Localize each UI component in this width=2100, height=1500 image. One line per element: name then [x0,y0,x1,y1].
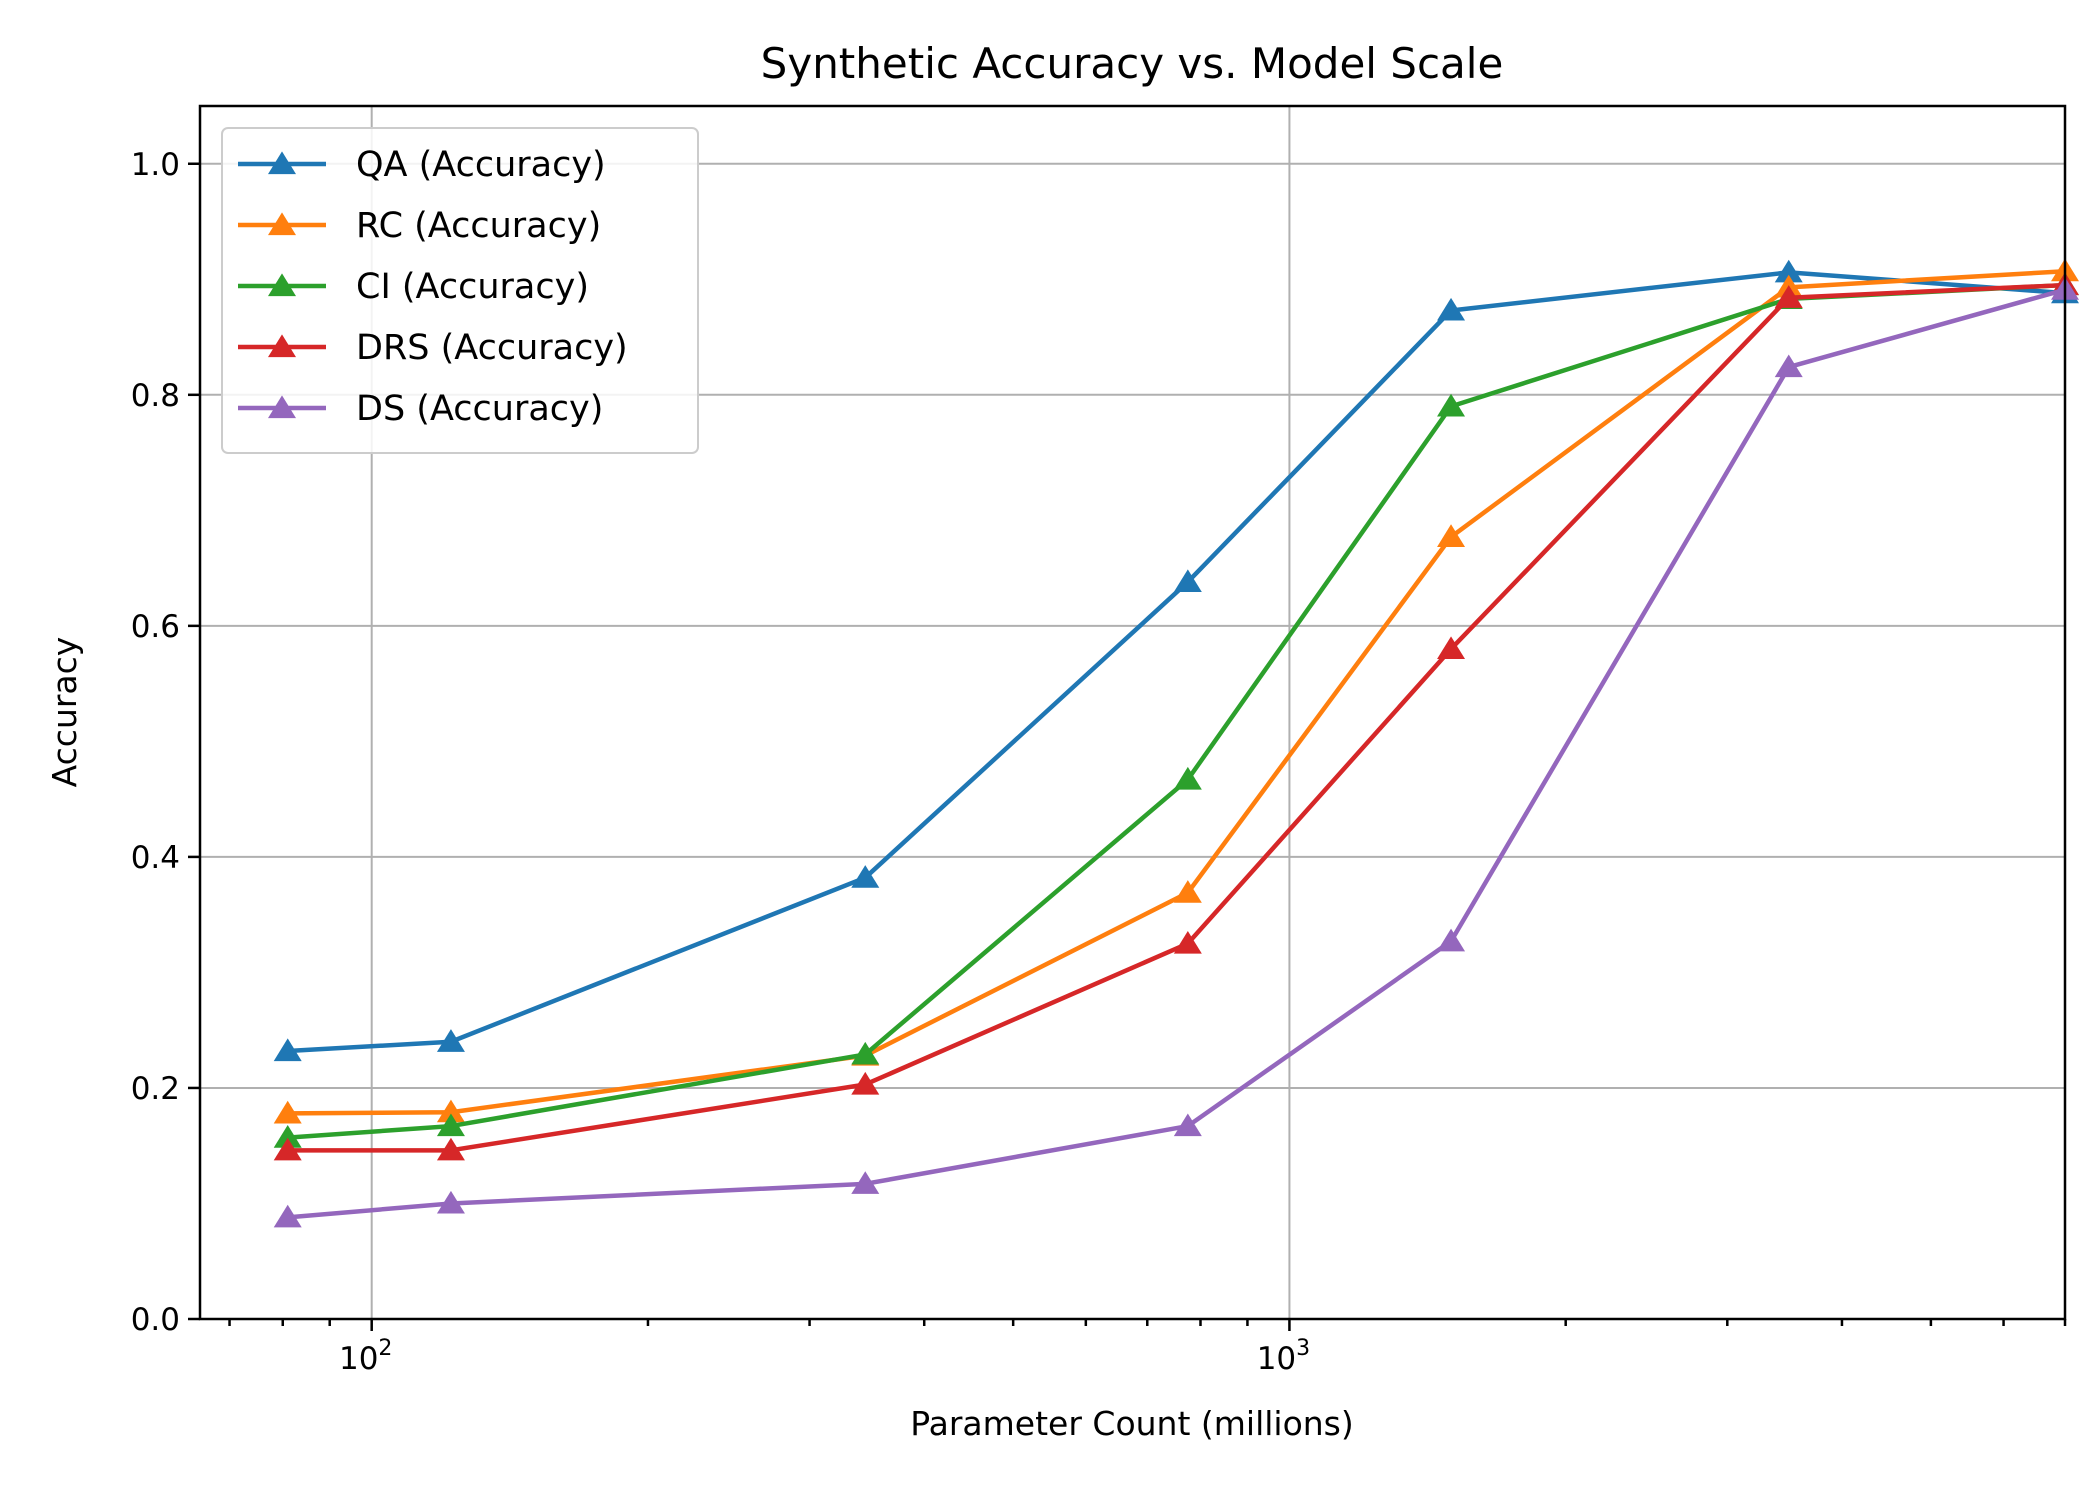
y-tick-label: 0.0 [131,1302,180,1338]
data-point [1437,524,1466,547]
data-point [851,1071,880,1095]
data-point [436,1190,465,1214]
legend-item: RC (Accuracy) [238,206,601,246]
y-tick-label: 0.8 [131,378,180,414]
legend-label: RC (Accuracy) [356,206,601,246]
legend-marker [268,334,296,358]
y-tick-label: 1.0 [131,147,180,183]
chart-title: Synthetic Accuracy vs. Model Scale [761,39,1504,88]
series-0 [273,259,2079,1062]
series-4 [273,277,2079,1228]
legend-box [221,127,699,454]
data-point [273,1125,302,1148]
y-tick-label: 0.6 [131,609,180,645]
data-point [1173,930,1202,954]
data-point [1173,1113,1202,1137]
data-point [273,1038,302,1062]
legend-label: DS (Accuracy) [356,389,603,429]
data-point [851,1171,880,1194]
data-point [1173,569,1202,593]
x-axis-label: Parameter Count (millions) [910,1404,1354,1443]
data-point [436,1137,465,1161]
y-axis-label: Accuracy [45,637,84,788]
data-point [1437,636,1466,660]
data-point [851,1041,880,1065]
legend-item: DS (Accuracy) [238,389,603,429]
legend-label: DRS (Accuracy) [356,328,628,368]
y-tick-label: 0.4 [131,840,180,876]
legend-marker [268,395,296,419]
data-point [1173,766,1202,790]
data-point [1437,393,1466,417]
series-3 [273,272,2079,1161]
series-layer [273,258,2079,1228]
legend-item: DRS (Accuracy) [238,328,628,368]
legend: QA (Accuracy) RC (Accuracy) CI (Accuracy) D… [221,127,699,454]
plot-frame [198,104,2067,1321]
data-point [851,865,880,888]
data-point [273,1137,302,1161]
data-point [273,1204,302,1228]
data-point [436,1029,465,1052]
y-tick-label: 0.2 [131,1071,180,1107]
data-point [1774,259,1803,283]
data-point [436,1113,465,1137]
legend-label: CI (Accuracy) [356,267,589,307]
data-point [1774,354,1803,378]
legend-marker [268,273,296,297]
legend-label: QA (Accuracy) [356,145,606,185]
legend-item: QA (Accuracy) [238,145,606,185]
data-point [1437,928,1466,952]
legend-marker [268,151,296,175]
legend-marker [268,212,296,236]
data-point [273,1100,302,1124]
data-point [1774,285,1803,308]
data-point [1173,880,1202,903]
data-point [436,1099,465,1123]
legend-item: CI (Accuracy) [238,267,589,307]
data-point [1437,297,1466,321]
